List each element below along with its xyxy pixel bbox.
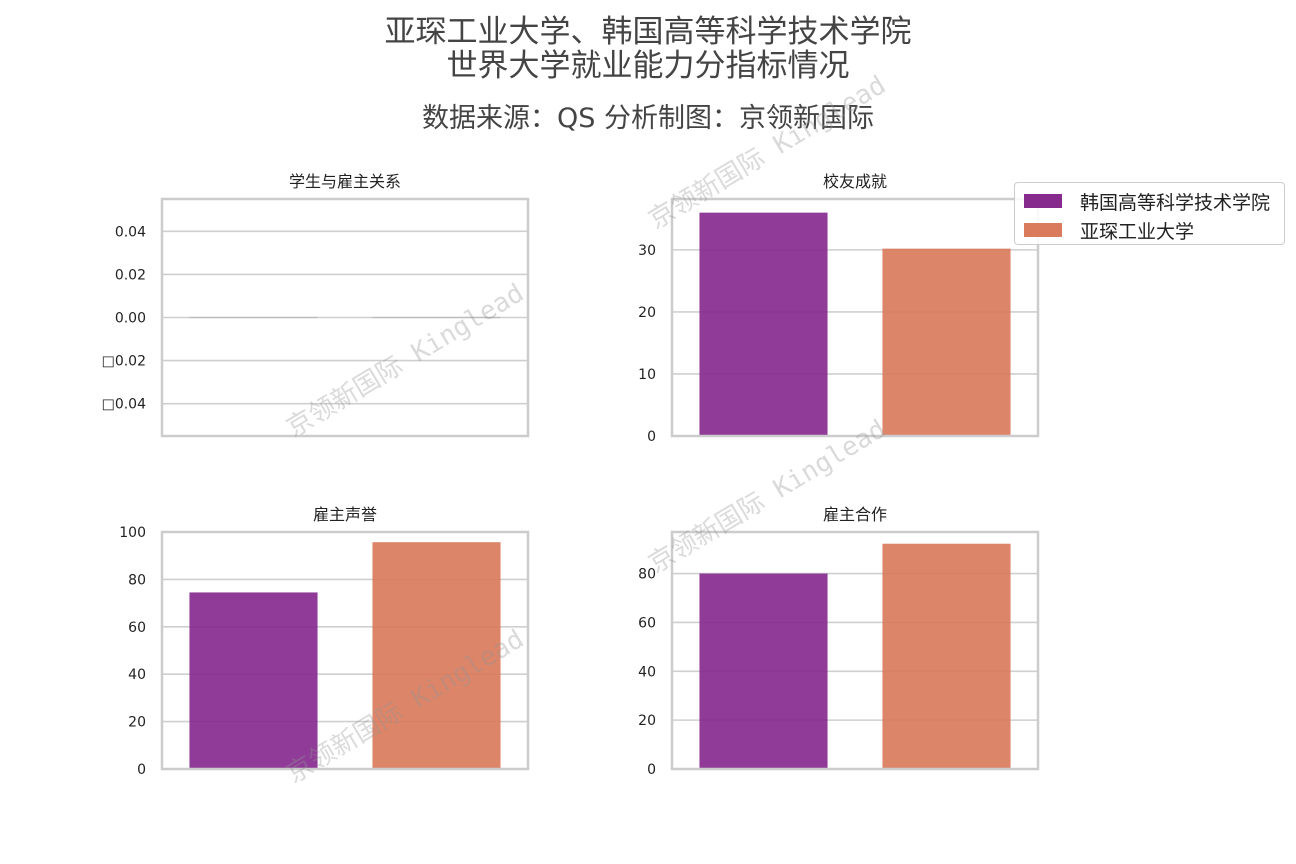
plot-frame xyxy=(670,197,1040,438)
legend-swatch xyxy=(1024,223,1062,237)
y-tick-label: 20 xyxy=(128,715,146,731)
subplot-title: 雇主合作 xyxy=(823,505,887,524)
y-tick-label: 0 xyxy=(137,762,146,778)
plot-frame xyxy=(160,530,530,771)
subplot-3: 0 20 40 60 80 100 雇主声誉 xyxy=(119,505,530,778)
y-tick-label: 60 xyxy=(638,615,656,631)
legend: 韩国高等科学技术学院 亚琛工业大学 xyxy=(1014,182,1285,245)
y-tick-label: 10 xyxy=(638,367,656,383)
y-tick-label: 0 xyxy=(647,762,656,778)
subplot-1: □0.04 □0.02 0.00 0.02 0.04 学生与雇主关系 xyxy=(102,172,530,438)
y-tick-label: 60 xyxy=(128,620,146,636)
bar xyxy=(882,248,1011,436)
subplot-title: 雇主声誉 xyxy=(313,505,377,524)
bar xyxy=(189,592,318,769)
bar xyxy=(699,573,828,769)
y-tick-label: 20 xyxy=(638,713,656,729)
legend-label: 亚琛工业大学 xyxy=(1080,220,1195,243)
y-tick-label: 20 xyxy=(638,305,656,321)
bar xyxy=(882,543,1011,769)
y-tick-label: 80 xyxy=(128,572,146,588)
legend-swatch xyxy=(1024,194,1062,208)
chart-title-line2: 世界大学就业能力分指标情况 xyxy=(446,48,850,84)
y-tick-label: 0.04 xyxy=(115,224,146,240)
y-tick-label: 0.02 xyxy=(115,267,146,283)
subplot-title: 学生与雇主关系 xyxy=(289,172,401,191)
y-tick-label: □0.02 xyxy=(102,354,146,370)
legend-label: 韩国高等科学技术学院 xyxy=(1080,191,1271,214)
y-tick-label: 0 xyxy=(647,429,656,445)
chart-subtitle: 数据来源：QS 分析制图：京领新国际 xyxy=(422,103,874,134)
legend-item: 韩国高等科学技术学院 xyxy=(1024,188,1270,214)
subplot-title: 校友成就 xyxy=(823,172,887,191)
chart-title-line1: 亚琛工业大学、韩国高等科学技术学院 xyxy=(384,14,912,50)
bar xyxy=(372,542,501,769)
y-tick-label: 0.00 xyxy=(115,311,146,327)
legend-item: 亚琛工业大学 xyxy=(1024,217,1194,243)
y-tick-label: 30 xyxy=(638,243,656,259)
y-tick-label: 100 xyxy=(119,525,146,541)
subplot-4: 0 20 40 60 80 雇主合作 xyxy=(638,505,1040,778)
y-tick-label: 40 xyxy=(638,664,656,680)
y-tick-label: □0.04 xyxy=(102,397,146,413)
y-tick-label: 40 xyxy=(128,667,146,683)
plot-frame xyxy=(160,197,530,438)
plot-frame xyxy=(670,530,1040,771)
y-tick-label: 80 xyxy=(638,567,656,583)
subplot-2: 0 10 20 30 校友成就 xyxy=(638,172,1040,445)
bar xyxy=(699,212,828,436)
